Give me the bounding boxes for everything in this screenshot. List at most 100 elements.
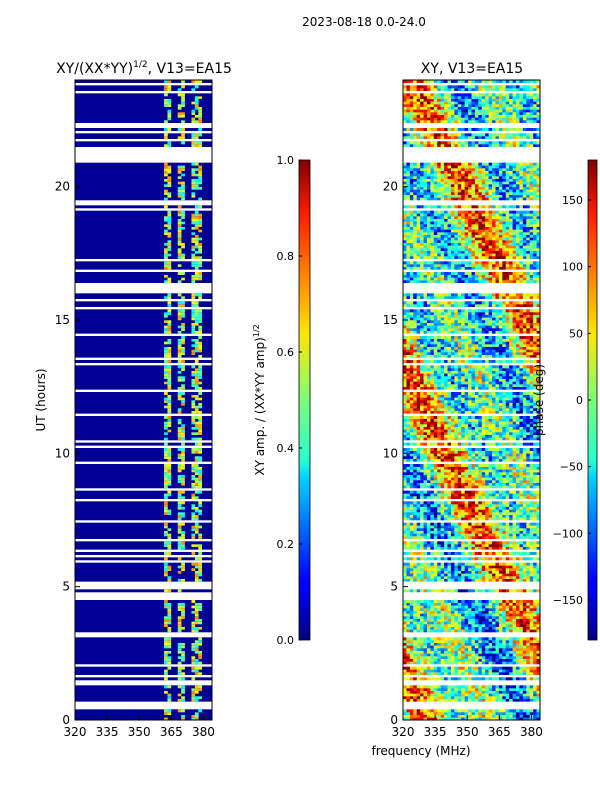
phase-cell — [468, 450, 472, 454]
phase-cell — [498, 698, 503, 702]
amp-cell-row — [75, 456, 212, 459]
phase-cell — [464, 522, 469, 526]
amp-cell — [198, 317, 203, 321]
phase-cell — [430, 693, 435, 697]
phase-cell — [529, 394, 534, 398]
phase-cell — [474, 666, 479, 670]
phase-cell — [481, 530, 486, 534]
amp-cell — [177, 410, 182, 414]
phase-cell — [426, 432, 431, 435]
phase-cell — [495, 525, 500, 529]
phase-cell — [423, 568, 428, 571]
amp-cell — [167, 176, 172, 179]
phase-cell — [533, 437, 537, 441]
phase-cell — [509, 480, 513, 483]
phase-cell — [474, 613, 479, 617]
phase-cell — [509, 394, 513, 398]
phase-cell — [450, 533, 455, 537]
phase-cell — [471, 397, 476, 401]
phase-cell — [522, 458, 527, 462]
phase-cell — [403, 629, 407, 633]
phase-cell — [433, 552, 438, 555]
phase-cell — [433, 690, 438, 694]
phase-cell — [461, 562, 465, 566]
amp-cell — [164, 120, 168, 123]
phase-cell — [474, 429, 479, 433]
amp-cell — [181, 336, 185, 339]
phase-cell — [519, 506, 524, 510]
phase-cell — [457, 450, 462, 454]
amp-cell — [181, 546, 185, 550]
phase-cell — [450, 698, 455, 702]
phase-cell — [461, 437, 465, 441]
amp-cell — [167, 384, 172, 387]
phase-cell — [488, 642, 493, 646]
amp-cell-row — [75, 717, 212, 721]
phase-cell — [536, 616, 541, 619]
phase-cell — [440, 626, 445, 630]
phase-cell — [478, 645, 483, 649]
amp-cell — [164, 136, 168, 139]
phase-cell — [406, 573, 411, 577]
amp-cell — [164, 328, 168, 331]
phase-cell — [485, 669, 489, 673]
phase-cell — [430, 698, 435, 702]
phase-cell — [433, 418, 438, 422]
amp-cell — [164, 341, 168, 345]
amp-cell — [164, 93, 168, 97]
phase-cell — [505, 432, 510, 435]
phase-cell — [533, 637, 537, 641]
phase-cell — [471, 626, 476, 630]
phase-cell — [454, 658, 459, 662]
amp-cell — [164, 354, 168, 358]
phase-cell — [430, 690, 435, 694]
phase-cell — [409, 456, 414, 459]
phase-cell — [420, 562, 424, 566]
amp-cell-row — [75, 368, 212, 371]
phase-cell — [447, 637, 452, 641]
phase-cell — [461, 514, 465, 518]
phase-cell — [495, 624, 500, 627]
phase-cell — [519, 530, 524, 534]
phase-cell — [437, 504, 441, 507]
phase-cell — [516, 624, 520, 627]
phase-cell — [471, 448, 476, 451]
phase-cell — [444, 400, 448, 403]
phase-cell — [420, 397, 424, 401]
phase-cell — [423, 456, 428, 459]
phase-cell — [526, 712, 531, 715]
phase-cell — [516, 573, 520, 577]
phase-cell — [529, 402, 534, 406]
phase-cell — [509, 496, 513, 499]
amp-cell — [191, 714, 196, 718]
amp-cell — [198, 176, 203, 179]
phase-cell — [440, 490, 445, 494]
phase-cell — [485, 658, 489, 662]
phase-cell — [450, 650, 455, 654]
phase-cell — [533, 418, 537, 422]
phase-cell — [492, 469, 496, 473]
phase-cell — [433, 602, 438, 606]
phase-cell — [413, 570, 417, 574]
amp-cell — [181, 530, 185, 534]
phase-cell — [454, 394, 459, 398]
amp-cell — [194, 456, 199, 459]
phase-cell — [522, 608, 527, 611]
phase-cell — [519, 458, 524, 462]
phase-cell — [426, 578, 431, 582]
phase-cell — [444, 480, 448, 483]
amp-cell — [181, 376, 185, 379]
phase-cell — [420, 434, 424, 438]
phase-cell — [509, 688, 513, 691]
phase-cell — [450, 522, 455, 526]
phase-cell — [433, 506, 438, 510]
amp-cell — [181, 128, 185, 131]
phase-cell — [468, 496, 472, 499]
amp-cell — [181, 541, 185, 545]
phase-cell — [536, 456, 541, 459]
phase-cell — [464, 589, 469, 593]
amp-cell-row — [75, 170, 212, 174]
amp-cell — [194, 712, 199, 715]
phase-cell — [481, 669, 486, 673]
phase-cell — [423, 522, 428, 526]
